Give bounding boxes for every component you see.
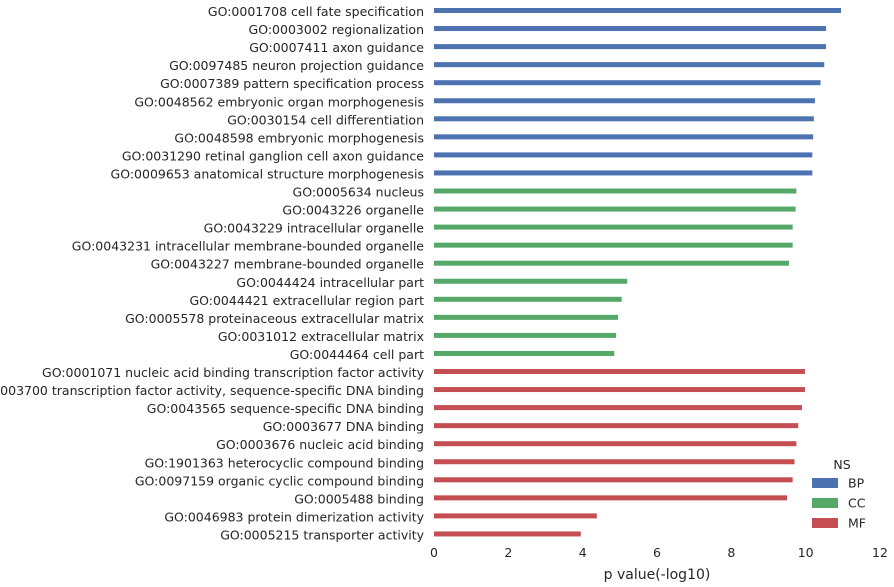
bar-mf <box>434 441 797 447</box>
legend-swatch-bp <box>812 478 838 488</box>
category-label: GO:0044421 extracellular region part <box>189 293 424 308</box>
bar-cc <box>434 278 628 284</box>
bar-bp <box>434 170 813 176</box>
category-label: GO:1901363 heterocyclic compound binding <box>145 455 424 470</box>
x-tick-label: 2 <box>504 545 512 560</box>
category-label: GO:0005578 proteinaceous extracellular m… <box>125 311 424 326</box>
bar-cc <box>434 242 793 248</box>
bar-cc <box>434 224 793 230</box>
category-label: GO:0009653 anatomical structure morphoge… <box>111 166 424 181</box>
category-label: GO:0043226 organelle <box>282 203 424 218</box>
category-label: GO:0044424 intracellular part <box>236 275 424 290</box>
bar-mf <box>434 423 799 429</box>
bar-bp <box>434 80 821 86</box>
category-label: GO:0003002 regionalization <box>249 22 424 37</box>
x-tick-label: 8 <box>727 545 735 560</box>
x-axis-ticks: 0 2 4 6 8 10 12 <box>430 545 888 560</box>
bar-bp <box>434 8 841 13</box>
bar-bp <box>434 152 813 158</box>
category-label: GO:0097159 organic cyclic compound bindi… <box>135 473 424 488</box>
category-label: GO:0003677 DNA binding <box>263 419 424 434</box>
category-label: GO:0043565 sequence-specific DNA binding <box>147 401 424 416</box>
category-label: GO:0007411 axon guidance <box>249 40 424 55</box>
category-label: GO:0048598 embryonic morphogenesis <box>174 130 424 145</box>
bar-bp <box>434 62 825 68</box>
category-label: GO:0001071 nucleic acid binding transcri… <box>42 365 425 380</box>
bar-mf <box>434 459 795 465</box>
category-label: GO:0043227 membrane-bounded organelle <box>151 257 425 272</box>
category-label: GO:0031290 retinal ganglion cell axon gu… <box>122 148 424 163</box>
bar-bp <box>434 44 827 50</box>
category-label: GO:0097485 neuron projection guidance <box>169 58 424 73</box>
x-tick-label: 10 <box>798 545 814 560</box>
bar-mf <box>434 387 805 393</box>
category-label: GO:0030154 cell differentiation <box>227 112 424 127</box>
bar-cc <box>434 206 796 212</box>
bar-cc <box>434 188 797 194</box>
bar-mf <box>434 513 597 519</box>
x-tick-label: 0 <box>430 545 438 560</box>
category-label: GO:0005634 nucleus <box>293 185 424 200</box>
legend: NS BP CC MF <box>812 457 866 531</box>
x-tick-label: 4 <box>579 545 587 560</box>
bar-bp <box>434 116 814 122</box>
bar-mf <box>434 477 793 483</box>
legend-label-cc: CC <box>848 496 866 511</box>
category-label: GO:0005215 transporter activity <box>220 527 424 542</box>
bars-layer <box>434 8 841 537</box>
category-label: GO:0001708 cell fate specification <box>208 4 424 19</box>
category-labels: GO:0001708 cell fate specification GO:000… <box>0 4 425 542</box>
bar-bp <box>434 26 827 32</box>
legend-label-mf: MF <box>848 516 866 531</box>
category-label: GO:0003676 nucleic acid binding <box>216 437 424 452</box>
bar-mf <box>434 531 581 537</box>
bar-mf <box>434 369 805 374</box>
bar-cc <box>434 260 789 266</box>
category-label: GO:0044464 cell part <box>290 347 424 362</box>
bar-cc <box>434 314 618 320</box>
legend-entries: BP CC MF <box>812 476 866 531</box>
legend-title: NS <box>833 457 850 472</box>
category-label: GO:0043229 intracellular organelle <box>204 221 425 236</box>
category-label: GO:0003700 transcription factor activity… <box>0 383 424 398</box>
bar-bp <box>434 98 815 104</box>
bar-bp <box>434 134 814 140</box>
category-label: GO:0007389 pattern specification process <box>160 76 424 91</box>
category-label: GO:0031012 extracellular matrix <box>218 329 424 344</box>
x-tick-label: 6 <box>653 545 661 560</box>
x-axis-title: p value(-log10) <box>604 567 711 583</box>
bar-mf <box>434 495 788 501</box>
legend-label-bp: BP <box>848 476 865 491</box>
category-label: GO:0043231 intracellular membrane-bounde… <box>72 239 425 254</box>
bar-cc <box>434 332 617 338</box>
bar-cc <box>434 350 615 356</box>
bar-cc <box>434 296 622 302</box>
x-tick-label: 12 <box>872 545 888 560</box>
category-label: GO:0048562 embryonic organ morphogenesis <box>134 94 424 109</box>
legend-swatch-cc <box>812 498 838 508</box>
category-label: GO:0046983 protein dimerization activity <box>164 509 424 524</box>
bar-mf <box>434 405 802 411</box>
category-label: GO:0005488 binding <box>294 491 424 506</box>
legend-swatch-mf <box>812 518 838 528</box>
